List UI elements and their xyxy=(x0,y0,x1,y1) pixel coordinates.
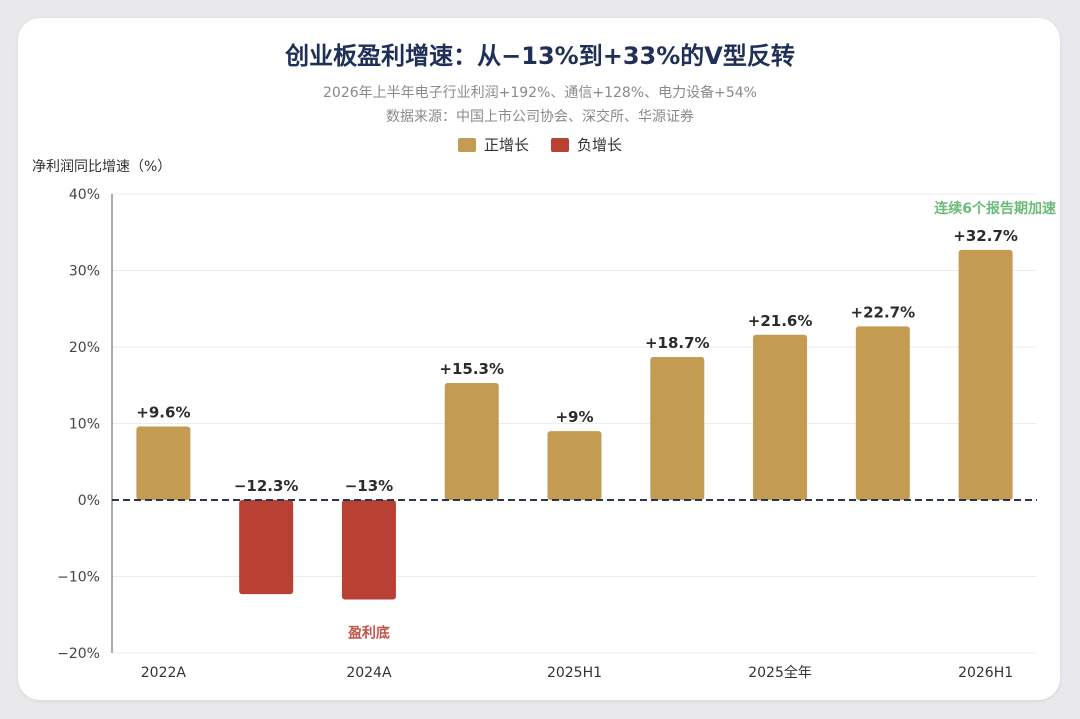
y-tick-label: 0% xyxy=(78,493,100,509)
x-tick-label: 2026H1 xyxy=(958,665,1013,681)
bar xyxy=(444,382,499,500)
data-label: +9.6% xyxy=(136,404,190,422)
legend-item-positive[interactable]: 正增长 xyxy=(457,134,529,155)
data-label: +15.3% xyxy=(439,360,504,378)
bar xyxy=(547,431,602,500)
legend-swatch-positive xyxy=(457,137,476,152)
chart-subtitle: 2026年上半年电子行业利润+192%、通信+128%、电力设备+54% xyxy=(323,85,757,101)
chart-source: 数据来源：中国上市公司协会、深交所、华源证券 xyxy=(386,109,694,125)
bar xyxy=(136,426,191,500)
bar xyxy=(650,356,705,500)
legend-swatch-negative xyxy=(551,137,569,152)
data-label: +32.7% xyxy=(953,227,1018,245)
bar xyxy=(341,500,396,600)
x-tick-label: 2025H1 xyxy=(547,665,602,681)
data-label: +22.7% xyxy=(851,303,916,321)
legend-label-positive: 正增长 xyxy=(483,136,529,154)
x-tick-label: 2025全年 xyxy=(748,664,812,681)
data-label: +18.7% xyxy=(645,334,710,352)
data-label: +21.6% xyxy=(748,312,813,330)
data-label: −13% xyxy=(345,477,393,495)
x-tick-label: 2024A xyxy=(346,665,392,681)
data-label: +9% xyxy=(555,408,593,426)
y-tick-label: 40% xyxy=(69,187,100,203)
annotation-acceleration: 连续6个报告期加速 xyxy=(934,200,1056,217)
y-tick-label: −20% xyxy=(57,646,100,662)
x-tick-label: 2022A xyxy=(141,665,187,681)
bar xyxy=(753,334,808,500)
legend-item-negative[interactable]: 负增长 xyxy=(551,134,622,155)
chart-legend: 正增长 负增长 xyxy=(0,134,1080,155)
bar xyxy=(855,326,910,500)
bar xyxy=(958,249,1013,500)
y-axis-label: 净利润同比增速（%） xyxy=(32,159,172,175)
y-tick-label: 30% xyxy=(69,264,100,280)
data-label: −12.3% xyxy=(234,477,299,495)
annotation-profit-bottom: 盈利底 xyxy=(347,625,390,642)
y-tick-label: −10% xyxy=(57,570,100,586)
bar xyxy=(239,500,294,595)
y-tick-label: 20% xyxy=(69,340,100,356)
legend-label-negative: 负增长 xyxy=(577,136,623,154)
chart-title: 创业板盈利增速：从−13%到+33%的V型反转 xyxy=(285,42,795,70)
y-tick-label: 10% xyxy=(69,417,100,433)
